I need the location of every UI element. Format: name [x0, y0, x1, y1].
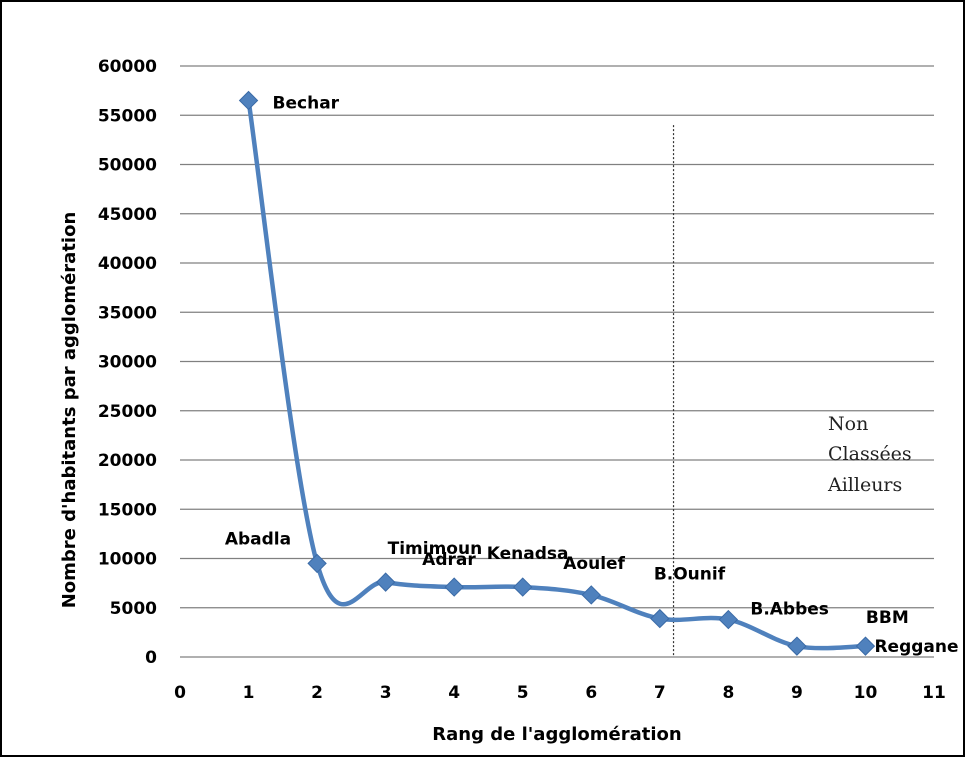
x-tick-label-11: 11 — [922, 683, 946, 703]
x-tick-label-5: 5 — [517, 683, 529, 703]
x-tick-label-4: 4 — [448, 683, 460, 703]
marker-b-abbes — [718, 609, 739, 630]
x-tick-label-8: 8 — [722, 683, 734, 703]
y-tick-label-50000: 50000 — [98, 156, 157, 176]
x-tick-label-0: 0 — [174, 683, 186, 703]
x-tick-labels: 0 1 2 3 4 5 6 7 8 9 10 11 — [174, 683, 946, 703]
y-tick-label-60000: 60000 — [98, 57, 157, 77]
y-tick-label-25000: 25000 — [98, 402, 157, 422]
x-tick-label-6: 6 — [585, 683, 597, 703]
x-tick-label-9: 9 — [791, 683, 803, 703]
point-label-bechar: Bechar — [273, 93, 340, 113]
point-label-adrar: Adrar — [422, 550, 476, 570]
y-tick-label-40000: 40000 — [98, 254, 157, 274]
point-label-timimoun: Timimoun — [388, 539, 483, 559]
non-classees-note: Non Classées Ailleurs — [827, 413, 912, 496]
marker-kenadsa — [513, 577, 533, 597]
marker-b-ounif — [650, 608, 670, 629]
marker-adrar — [444, 577, 464, 597]
y-tick-label-5000: 5000 — [110, 599, 157, 619]
y-tick-label-35000: 35000 — [98, 303, 157, 323]
x-tick-label-3: 3 — [380, 683, 392, 703]
x-tick-label-10: 10 — [854, 683, 878, 703]
y-axis-title: Nombre d'habitants par agglomération — [59, 212, 80, 609]
point-label-aoulef: Aoulef — [563, 554, 625, 574]
marker-aoulef — [581, 585, 601, 605]
y-tick-label-20000: 20000 — [98, 451, 157, 471]
x-tick-label-1: 1 — [243, 683, 255, 703]
note-line-2: Classées — [828, 443, 912, 465]
point-label-bbm: BBM — [866, 608, 909, 628]
x-tick-label-2: 2 — [311, 683, 323, 703]
point-label-abadla: Abadla — [225, 529, 291, 549]
point-label-b-abbes: B.Abbes — [750, 600, 829, 620]
y-tick-label-55000: 55000 — [98, 106, 157, 126]
point-label-reggane: Reggane — [874, 637, 958, 657]
marker-reggane — [855, 636, 876, 656]
gridlines — [180, 65, 934, 658]
note-line-1: Non — [828, 413, 868, 435]
x-tick-label-7: 7 — [654, 683, 666, 703]
series-line — [246, 98, 868, 651]
y-tick-label-15000: 15000 — [98, 500, 157, 520]
data-markers — [238, 90, 876, 656]
y-tick-labels: 0 5000 10000 15000 20000 25000 30000 35000 40000… — [98, 57, 157, 668]
y-tick-label-0: 0 — [145, 648, 157, 668]
x-axis-title: Rang de l'agglomération — [432, 724, 681, 745]
note-line-3: Ailleurs — [827, 474, 902, 496]
point-label-kenadsa: Kenadsa — [487, 544, 569, 564]
y-tick-label-45000: 45000 — [98, 205, 157, 225]
series-path-0 — [246, 98, 868, 651]
point-label-b-ounif: B.Ounif — [654, 565, 726, 585]
marker-bechar — [238, 90, 259, 111]
marker-bbm — [787, 636, 807, 656]
y-tick-label-10000: 10000 — [98, 550, 157, 570]
marker-timimoun — [375, 572, 396, 592]
marker-abadla — [307, 553, 327, 574]
y-tick-label-30000: 30000 — [98, 353, 157, 373]
